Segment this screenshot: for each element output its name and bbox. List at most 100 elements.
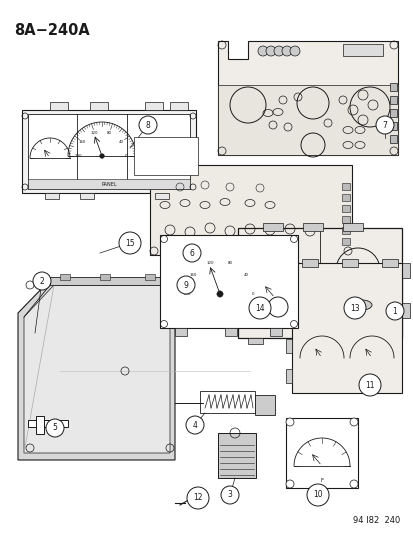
Bar	[165, 274, 175, 280]
Bar	[389, 96, 396, 104]
Circle shape	[119, 232, 141, 254]
Bar	[247, 338, 262, 344]
Bar	[50, 102, 68, 110]
Bar	[28, 420, 68, 427]
Text: 2: 2	[40, 277, 44, 286]
Polygon shape	[218, 41, 397, 155]
Bar	[341, 205, 349, 212]
Bar	[381, 259, 397, 267]
Text: 10: 10	[312, 490, 322, 499]
Circle shape	[385, 302, 403, 320]
Bar	[285, 418, 357, 488]
Circle shape	[183, 244, 201, 262]
Text: 0: 0	[251, 292, 254, 296]
Text: 14: 14	[254, 303, 264, 312]
Polygon shape	[28, 114, 190, 189]
Bar	[342, 44, 382, 56]
Text: 7: 7	[382, 120, 387, 130]
Bar	[285, 339, 291, 353]
Circle shape	[358, 374, 380, 396]
Text: 80: 80	[227, 261, 232, 265]
Bar	[341, 216, 349, 223]
Text: 200: 200	[183, 292, 190, 296]
Circle shape	[248, 297, 271, 319]
Bar	[90, 102, 108, 110]
Bar	[302, 223, 322, 231]
Polygon shape	[150, 165, 351, 255]
Text: 40: 40	[244, 273, 249, 277]
Text: 5: 5	[52, 424, 57, 432]
Bar	[262, 223, 282, 231]
Text: 13: 13	[349, 303, 359, 312]
Text: 94 I82  240: 94 I82 240	[352, 516, 399, 525]
Text: 200: 200	[74, 154, 82, 158]
Text: 15: 15	[125, 238, 135, 247]
Bar	[342, 223, 362, 231]
Circle shape	[285, 480, 293, 488]
Polygon shape	[24, 285, 170, 453]
Text: F: F	[320, 479, 323, 483]
Bar	[389, 122, 396, 130]
Circle shape	[100, 154, 104, 158]
Polygon shape	[291, 263, 401, 393]
Text: 160: 160	[79, 140, 86, 144]
Bar	[60, 274, 70, 280]
Bar	[389, 135, 396, 143]
Circle shape	[285, 418, 293, 426]
Bar	[199, 391, 254, 413]
Circle shape	[273, 46, 283, 56]
Bar	[254, 395, 274, 415]
Circle shape	[216, 291, 223, 297]
Circle shape	[375, 116, 393, 134]
Text: 120: 120	[90, 131, 98, 135]
Bar	[175, 328, 187, 336]
Bar	[389, 83, 396, 91]
Circle shape	[257, 46, 267, 56]
Text: 6: 6	[189, 248, 194, 257]
Text: 11: 11	[364, 381, 374, 390]
Text: 160: 160	[189, 273, 197, 277]
Bar	[285, 369, 291, 383]
Bar	[224, 328, 236, 336]
Circle shape	[185, 416, 204, 434]
Bar	[389, 109, 396, 117]
Text: PANEL: PANEL	[101, 182, 116, 187]
Bar	[341, 183, 349, 190]
Bar	[100, 274, 110, 280]
Text: 80: 80	[107, 131, 112, 135]
Bar	[285, 304, 291, 318]
Polygon shape	[159, 235, 297, 328]
Bar	[341, 194, 349, 201]
Bar	[134, 137, 197, 175]
Circle shape	[139, 116, 157, 134]
Polygon shape	[237, 228, 401, 338]
Text: 3: 3	[227, 490, 232, 499]
Bar	[341, 259, 357, 267]
Circle shape	[350, 301, 358, 309]
Polygon shape	[218, 85, 397, 155]
Bar	[154, 193, 169, 199]
Text: 8A−240A: 8A−240A	[14, 23, 90, 38]
Polygon shape	[22, 110, 195, 193]
Bar	[45, 193, 59, 199]
Text: 4: 4	[192, 421, 197, 430]
Text: 1: 1	[392, 306, 396, 316]
Text: 12: 12	[193, 494, 202, 503]
Ellipse shape	[351, 300, 371, 310]
Circle shape	[281, 46, 291, 56]
Text: 8: 8	[145, 120, 150, 130]
Polygon shape	[18, 280, 175, 460]
Bar	[80, 193, 94, 199]
Bar	[145, 274, 154, 280]
Bar	[301, 259, 317, 267]
Bar	[145, 102, 163, 110]
Bar	[401, 303, 409, 318]
Bar	[170, 102, 188, 110]
Text: 9: 9	[183, 280, 188, 289]
Circle shape	[349, 480, 357, 488]
Bar	[341, 227, 349, 234]
Circle shape	[187, 487, 209, 509]
Circle shape	[349, 418, 357, 426]
Circle shape	[46, 419, 64, 437]
Text: 40: 40	[119, 140, 123, 144]
